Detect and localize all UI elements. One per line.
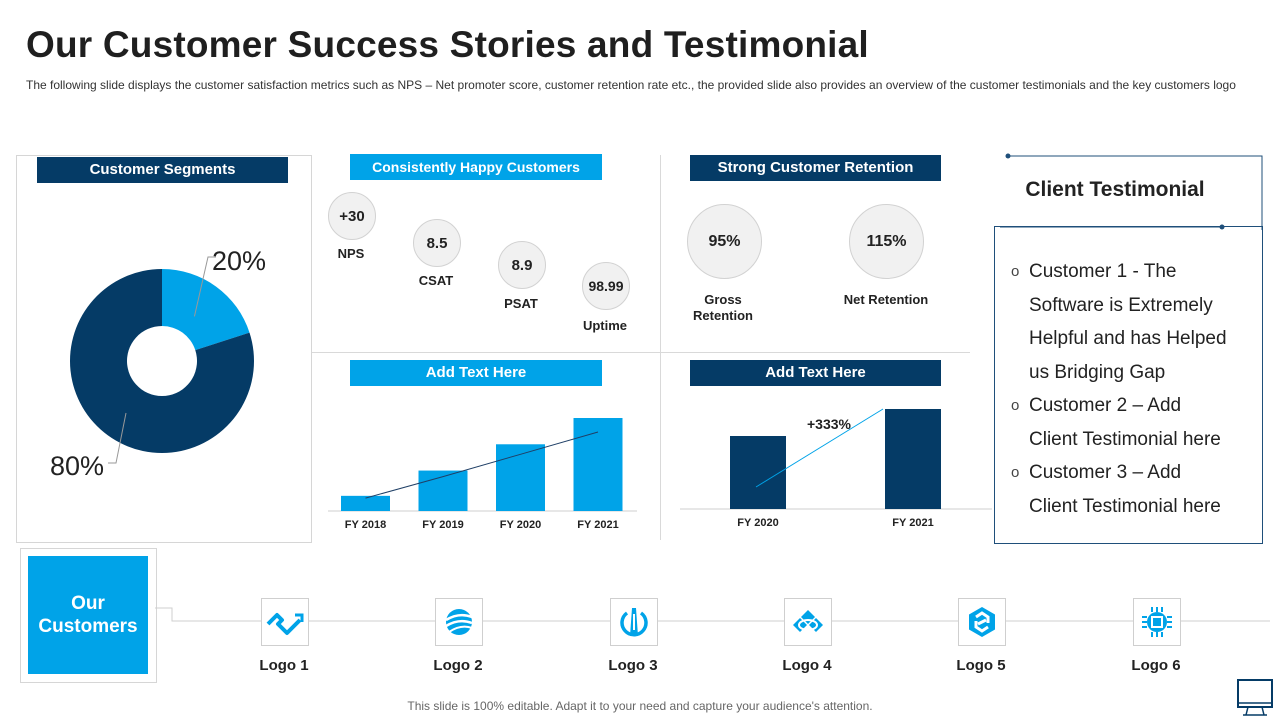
zigzag-arrow-icon: [261, 598, 309, 646]
growth-line: [755, 408, 884, 488]
csat-metric-label: CSAT: [418, 273, 454, 288]
logo-6-label: Logo 6: [1131, 657, 1181, 674]
trend-line: [365, 431, 599, 499]
x-tick-label: FY 2018: [345, 519, 386, 531]
net-retention-label: Net Retention: [843, 292, 929, 307]
logo-4-label: Logo 4: [782, 657, 832, 674]
csat-metric-circle: 8.5: [413, 219, 461, 267]
donut-slice-1: [162, 269, 250, 351]
monitor-icon: [1237, 679, 1273, 716]
x-tick-label: FY 2021: [892, 517, 933, 529]
our-customers-label-2: Customers: [38, 616, 138, 637]
testimonial-2-line-1: Customer 2 – Add: [1029, 395, 1182, 416]
segments-donut-chart: 20% 80%: [50, 246, 266, 481]
middle-divider: [312, 352, 970, 353]
customers-connector-line: [155, 607, 1270, 622]
left-bar-chart: FY 2018 FY 2019 FY 2020 FY 2021: [328, 418, 637, 531]
testimonial-title: Client Testimonial: [1025, 178, 1205, 201]
bar-fy-2020: [730, 436, 786, 509]
right-bar-chart: FY 2020 FY 2021 +333%: [680, 408, 992, 529]
power-ring-icon: [610, 598, 658, 646]
bar-fy-2020: [496, 444, 545, 511]
uptime-metric-circle: 98.99: [582, 262, 630, 310]
logo-3-label: Logo 3: [608, 657, 658, 674]
diamond-knot-icon: [784, 598, 832, 646]
bar-fy-2019: [418, 470, 468, 511]
left-chart-header: Add Text Here: [350, 360, 602, 386]
page-subtitle: The following slide displays the custome…: [26, 78, 1236, 92]
donut-label-large: 80%: [50, 451, 104, 481]
x-tick-label: FY 2019: [422, 519, 463, 531]
bar-fy-2021: [573, 418, 623, 511]
leader-line-small: [193, 256, 216, 317]
leader-line-large: [108, 412, 127, 464]
testimonial-1-line-2: Software is Extremely: [1029, 294, 1213, 316]
testimonial-item-2: o Customer 2 – Add Client Testimonial he…: [995, 389, 1262, 456]
bullet-icon: o: [1011, 464, 1020, 481]
psat-metric-circle: 8.9: [498, 241, 546, 289]
testimonial-frame: [1000, 153, 1263, 230]
bar-fy-2021: [885, 409, 941, 509]
bullet-icon: o: [1011, 397, 1020, 414]
x-tick-label: FY 2021: [577, 519, 618, 531]
testimonial-1-line-3: Helpful and has Helped: [1029, 328, 1227, 349]
retention-header: Strong Customer Retention: [690, 155, 941, 181]
growth-annotation: +333%: [807, 416, 852, 432]
testimonial-2-line-2: Client Testimonial here: [1029, 428, 1221, 450]
gross-retention-label-2: Retention: [693, 308, 753, 323]
globe-swoosh-icon: [435, 598, 483, 646]
testimonial-box: o Customer 1 - The Software is Extremely…: [994, 226, 1263, 544]
donut-slice-2: [70, 269, 254, 453]
nps-metric-label: NPS: [337, 246, 365, 261]
page-title: Our Customer Success Stories and Testimo…: [26, 24, 869, 65]
testimonial-item-3: o Customer 3 – Add Client Testimonial he…: [995, 456, 1262, 523]
testimonial-item-1: o Customer 1 - The Software is Extremely…: [995, 255, 1262, 389]
our-customers-tile: Our Customers: [28, 556, 148, 674]
footer-note: This slide is 100% editable. Adapt it to…: [407, 699, 873, 713]
testimonial-1-line-1: Customer 1 - The: [1029, 261, 1177, 282]
nps-metric-circle: +30: [328, 192, 376, 240]
gross-retention-label-1: Gross: [704, 292, 742, 307]
donut-label-small: 20%: [212, 246, 266, 276]
logo-5-label: Logo 5: [956, 657, 1006, 674]
hexagon-link-icon: [958, 598, 1006, 646]
gross-retention-circle: 95%: [687, 204, 762, 279]
testimonial-1-line-4: us Bridging Gap: [1029, 361, 1166, 383]
customer-segments-panel: [16, 155, 312, 543]
net-retention-circle: 115%: [849, 204, 924, 279]
psat-metric-label: PSAT: [504, 296, 538, 311]
x-tick-label: FY 2020: [737, 517, 778, 529]
center-divider: [660, 155, 661, 540]
our-customers-label-1: Our: [71, 593, 105, 614]
testimonial-3-line-1: Customer 3 – Add: [1029, 462, 1182, 483]
testimonial-3-line-2: Client Testimonial here: [1029, 495, 1221, 517]
right-chart-header: Add Text Here: [690, 360, 941, 386]
our-customers-frame: [20, 548, 157, 683]
customer-segments-header: Customer Segments: [37, 157, 288, 183]
happy-customers-header: Consistently Happy Customers: [350, 154, 602, 180]
uptime-metric-label: Uptime: [582, 318, 628, 333]
chip-icon: [1133, 598, 1181, 646]
bullet-icon: o: [1011, 263, 1020, 280]
x-tick-label: FY 2020: [500, 519, 541, 531]
logo-2-label: Logo 2: [433, 657, 483, 674]
logo-1-label: Logo 1: [259, 657, 309, 674]
testimonial-list: o Customer 1 - The Software is Extremely…: [995, 255, 1262, 523]
bar-fy-2018: [341, 495, 390, 511]
